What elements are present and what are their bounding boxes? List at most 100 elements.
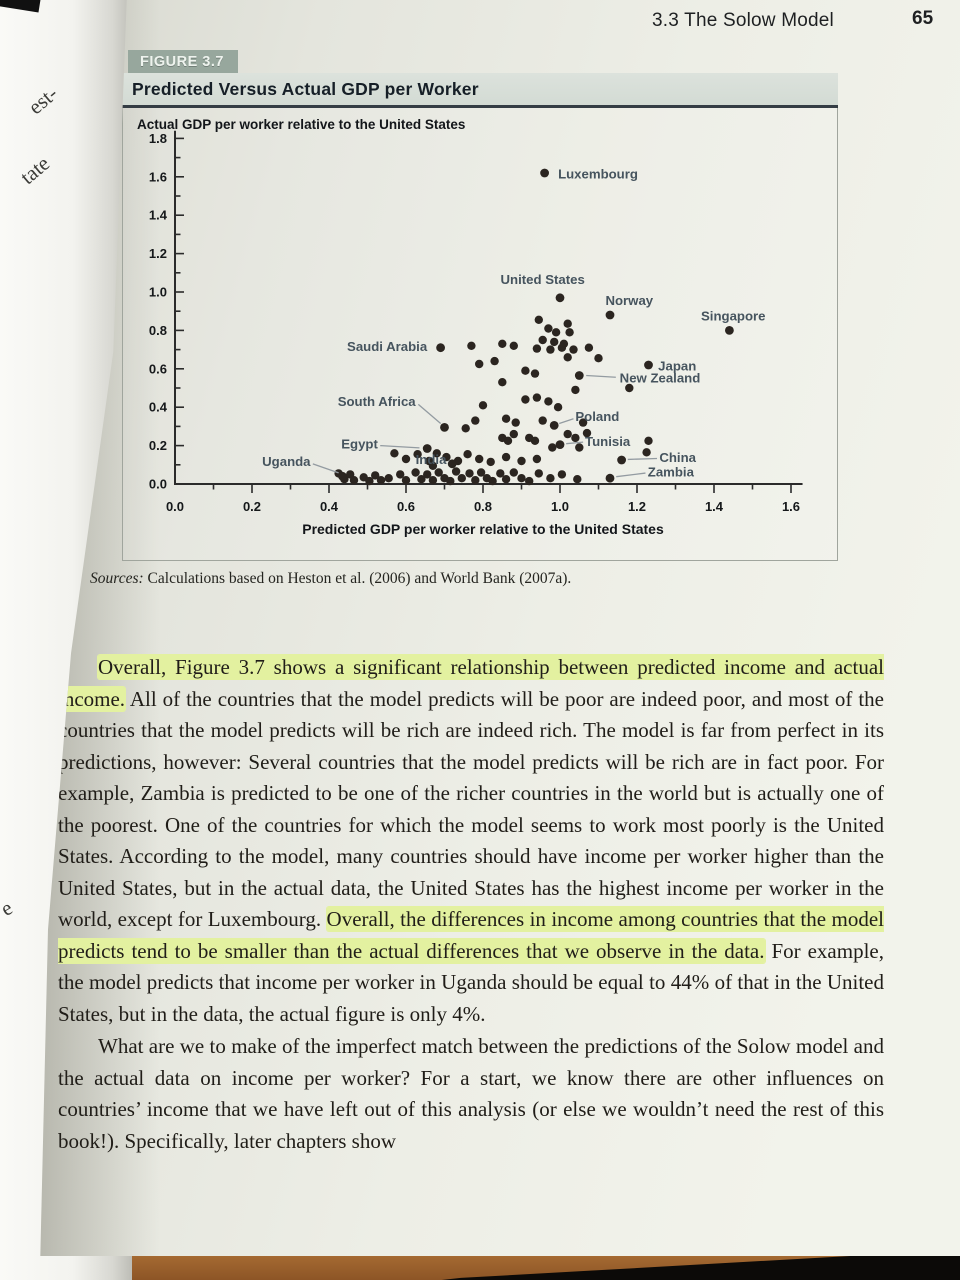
data-point	[509, 468, 518, 477]
data-point	[396, 470, 405, 479]
country-label: Singapore	[701, 309, 765, 324]
country-label: Saudi Arabia	[347, 339, 428, 354]
data-point	[501, 414, 511, 423]
labeled-points: Luxembourg United States Norway Singapore Sa…	[262, 166, 765, 483]
data-point	[546, 474, 555, 483]
data-point	[605, 310, 615, 320]
data-point	[498, 339, 507, 348]
data-point	[532, 454, 542, 464]
svg-text:1.6: 1.6	[149, 169, 167, 184]
country-label: Zambia	[648, 465, 695, 480]
data-point	[411, 468, 420, 477]
margin-text-fragment: est-	[23, 81, 63, 120]
svg-text:1.6: 1.6	[782, 499, 800, 514]
sources-label: Sources:	[90, 570, 144, 587]
data-point	[478, 401, 488, 410]
data-point	[432, 449, 441, 458]
svg-text:0.2: 0.2	[149, 438, 167, 453]
data-point	[574, 371, 584, 380]
svg-text:1.2: 1.2	[149, 246, 167, 261]
data-point	[517, 456, 526, 466]
country-label: Luxembourg	[558, 166, 638, 181]
data-point	[553, 403, 563, 412]
data-point	[594, 354, 603, 363]
paragraph-text: For example, the model predicts that inc…	[58, 938, 884, 1026]
data-point	[503, 436, 513, 445]
data-point	[436, 343, 445, 353]
data-point	[534, 315, 543, 324]
data-point	[417, 475, 426, 484]
data-point	[509, 341, 518, 350]
axis-lines	[174, 130, 803, 485]
figure-body: Actual GDP per worker relative to the Un…	[122, 108, 838, 561]
svg-text:0.4: 0.4	[149, 400, 168, 415]
page-number: 65	[912, 8, 934, 29]
country-label: Poland	[575, 409, 619, 424]
svg-text:0.8: 0.8	[474, 499, 492, 514]
data-point	[498, 378, 507, 387]
data-point	[413, 450, 422, 459]
data-point	[569, 345, 578, 354]
data-point	[428, 461, 438, 470]
data-point	[521, 366, 530, 375]
running-head: 3.3 The Solow Model 65	[40, 8, 960, 36]
margin-text-fragment: tate	[15, 151, 55, 190]
data-point	[584, 343, 594, 352]
figure-box: FIGURE 3.7 Predicted Versus Actual GDP p…	[122, 50, 838, 561]
svg-text:1.0: 1.0	[551, 499, 569, 514]
data-point	[538, 416, 547, 425]
scatter-plot-svg: Actual GDP per worker relative to the Un…	[137, 117, 803, 537]
data-point	[501, 452, 511, 462]
data-point	[442, 452, 451, 462]
figure-tag: FIGURE 3.7	[128, 50, 238, 73]
data-point	[461, 424, 470, 433]
country-label: South Africa	[338, 394, 417, 409]
data-point	[538, 335, 547, 345]
data-point	[540, 168, 549, 178]
country-label: Norway	[605, 293, 653, 308]
data-point	[488, 476, 497, 486]
data-point	[501, 475, 511, 484]
sources-text: Calculations based on Heston et al. (200…	[143, 570, 572, 587]
data-point	[644, 436, 653, 445]
paragraph-text: What are we to make of the imperfect mat…	[58, 1034, 884, 1153]
country-label: Japan	[658, 358, 696, 373]
data-point	[384, 474, 393, 483]
svg-text:0.0: 0.0	[166, 499, 184, 514]
data-point	[605, 473, 615, 483]
data-point	[428, 476, 438, 485]
data-point	[471, 476, 480, 485]
x-axis-title: Predicted GDP per worker relative to the…	[302, 521, 664, 537]
data-point	[557, 343, 567, 352]
data-point	[548, 443, 557, 452]
data-point	[457, 474, 466, 483]
svg-text:1.4: 1.4	[705, 499, 724, 514]
country-label: India	[416, 452, 447, 467]
data-point	[525, 476, 534, 486]
data-point	[496, 469, 505, 478]
data-point	[434, 468, 443, 477]
country-label: Tunisia	[585, 434, 631, 449]
data-point	[376, 476, 386, 485]
svg-text:0.0: 0.0	[149, 477, 167, 492]
data-point	[423, 470, 432, 479]
figure-sources: Sources: Calculations based on Heston et…	[90, 570, 810, 588]
data-point	[551, 328, 561, 337]
data-point	[642, 448, 651, 457]
data-point	[390, 449, 399, 458]
data-point	[447, 459, 457, 469]
data-point	[475, 454, 484, 464]
scatter-chart: Actual GDP per worker relative to the Un…	[131, 114, 831, 550]
data-point	[338, 471, 347, 481]
data-point	[563, 429, 572, 439]
data-point	[530, 369, 540, 378]
data-point	[555, 440, 565, 449]
data-point	[555, 293, 565, 303]
margin-text-fragment: e	[0, 895, 17, 921]
country-label: Uganda	[262, 454, 311, 469]
data-point	[521, 395, 530, 404]
data-point	[451, 467, 461, 476]
svg-text:1.8: 1.8	[149, 131, 167, 146]
data-point	[544, 324, 553, 333]
